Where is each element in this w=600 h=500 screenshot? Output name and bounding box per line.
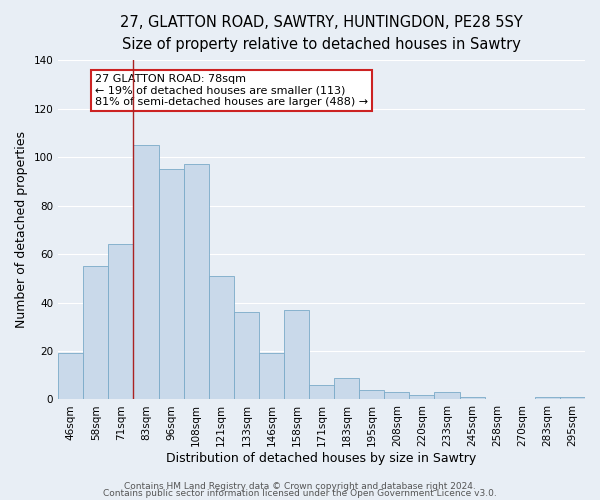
Bar [58, 354, 83, 400]
Bar [109, 244, 133, 400]
Text: 27 GLATTON ROAD: 78sqm
← 19% of detached houses are smaller (113)
81% of semi-de: 27 GLATTON ROAD: 78sqm ← 19% of detached… [95, 74, 368, 107]
Bar [158, 170, 184, 400]
Bar [434, 392, 460, 400]
Text: Contains public sector information licensed under the Open Government Licence v3: Contains public sector information licen… [103, 490, 497, 498]
X-axis label: Distribution of detached houses by size in Sawtry: Distribution of detached houses by size … [166, 452, 477, 465]
Bar [309, 385, 334, 400]
Y-axis label: Number of detached properties: Number of detached properties [15, 132, 28, 328]
Bar [409, 394, 434, 400]
Bar [560, 397, 585, 400]
Bar [535, 397, 560, 400]
Bar [460, 397, 485, 400]
Bar [209, 276, 234, 400]
Bar [359, 390, 385, 400]
Bar [259, 354, 284, 400]
Bar [133, 145, 158, 400]
Bar [234, 312, 259, 400]
Bar [334, 378, 359, 400]
Title: 27, GLATTON ROAD, SAWTRY, HUNTINGDON, PE28 5SY
Size of property relative to deta: 27, GLATTON ROAD, SAWTRY, HUNTINGDON, PE… [120, 15, 523, 52]
Text: Contains HM Land Registry data © Crown copyright and database right 2024.: Contains HM Land Registry data © Crown c… [124, 482, 476, 491]
Bar [184, 164, 209, 400]
Bar [83, 266, 109, 400]
Bar [284, 310, 309, 400]
Bar [385, 392, 409, 400]
